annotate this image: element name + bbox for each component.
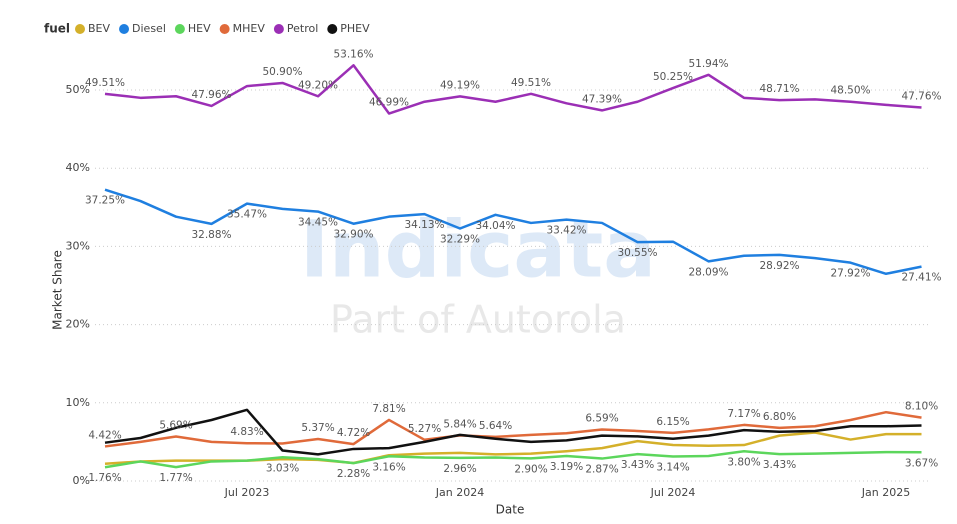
series-line bbox=[104, 450, 922, 469]
data-label: 46.99% bbox=[369, 97, 409, 109]
legend-marker bbox=[75, 24, 85, 34]
watermark-subtitle: Part of Autorola bbox=[330, 298, 626, 342]
data-label: 47.96% bbox=[191, 89, 231, 101]
data-label: 3.03% bbox=[266, 462, 299, 474]
legend-marker bbox=[119, 24, 130, 34]
data-label: 49.19% bbox=[440, 79, 480, 91]
data-label: 35.47% bbox=[227, 209, 267, 221]
data-label: 32.90% bbox=[333, 229, 373, 241]
data-label: 5.69% bbox=[159, 420, 192, 432]
data-label: 47.39% bbox=[582, 93, 622, 105]
data-label: 50.90% bbox=[262, 66, 302, 78]
data-label: 4.42% bbox=[88, 429, 121, 441]
data-label: 6.59% bbox=[585, 412, 618, 424]
data-label: 30.55% bbox=[617, 247, 657, 259]
data-label: 3.43% bbox=[621, 459, 654, 471]
data-label: 47.76% bbox=[901, 91, 941, 103]
x-tick-label: Jul 2023 bbox=[224, 486, 270, 499]
y-tick-label: 0% bbox=[73, 474, 90, 487]
legend-title: fuel bbox=[44, 22, 70, 36]
data-label: 3.80% bbox=[727, 456, 760, 468]
legend-label: Petrol bbox=[287, 22, 318, 35]
data-label: 2.90% bbox=[514, 463, 547, 475]
data-label: 5.84% bbox=[443, 418, 476, 430]
legend-label: HEV bbox=[188, 22, 211, 35]
x-tick-label: Jan 2024 bbox=[435, 486, 484, 499]
legend-marker bbox=[273, 24, 284, 34]
series-line bbox=[104, 408, 922, 456]
data-label: 3.16% bbox=[372, 461, 405, 473]
data-label: 49.51% bbox=[85, 77, 125, 89]
series-line bbox=[104, 410, 922, 448]
x-axis-label: Date bbox=[496, 503, 525, 517]
x-tick-label: Jan 2025 bbox=[861, 486, 910, 499]
data-label: 48.50% bbox=[830, 85, 870, 97]
data-label: 53.16% bbox=[333, 48, 373, 60]
series-line bbox=[104, 188, 922, 276]
data-label: 5.64% bbox=[479, 420, 512, 432]
data-label: 4.72% bbox=[337, 427, 370, 439]
data-label: 34.04% bbox=[475, 220, 515, 232]
legend-label: Diesel bbox=[132, 22, 166, 35]
data-label: 28.09% bbox=[688, 266, 728, 278]
data-label: 2.28% bbox=[337, 468, 370, 480]
data-label: 2.87% bbox=[585, 464, 618, 476]
data-label: 3.67% bbox=[905, 457, 938, 469]
data-label: 33.42% bbox=[546, 225, 586, 237]
data-label: 51.94% bbox=[688, 58, 728, 70]
data-label: 3.43% bbox=[763, 459, 796, 471]
data-label: 34.13% bbox=[404, 219, 444, 231]
data-label: 4.83% bbox=[230, 426, 263, 438]
data-label: 49.51% bbox=[511, 77, 551, 89]
legend-marker bbox=[219, 24, 230, 34]
y-tick-label: 30% bbox=[66, 239, 90, 252]
data-label: 6.80% bbox=[763, 411, 796, 423]
data-label: 5.37% bbox=[301, 422, 334, 434]
data-label: 7.17% bbox=[727, 408, 760, 420]
data-label: 28.92% bbox=[759, 260, 799, 272]
data-label: 5.27% bbox=[408, 423, 441, 435]
data-label: 8.10% bbox=[905, 401, 938, 413]
data-label: 32.29% bbox=[440, 233, 480, 245]
data-label: 3.14% bbox=[656, 461, 689, 473]
data-label: 6.15% bbox=[656, 416, 689, 428]
data-label: 32.88% bbox=[191, 229, 231, 241]
data-label: 48.71% bbox=[759, 83, 799, 95]
legend-label: MHEV bbox=[233, 22, 266, 35]
data-label: 27.41% bbox=[901, 272, 941, 284]
x-tick-label: Jul 2024 bbox=[650, 486, 696, 499]
data-label: 27.92% bbox=[830, 268, 870, 280]
data-label: 7.81% bbox=[372, 403, 405, 415]
series-line bbox=[104, 64, 922, 115]
legend-marker bbox=[327, 24, 338, 34]
legend-label: BEV bbox=[88, 22, 110, 35]
legend-label: PHEV bbox=[340, 22, 370, 35]
data-label: 34.45% bbox=[298, 217, 338, 229]
data-label: 1.76% bbox=[88, 472, 121, 484]
y-tick-label: 50% bbox=[66, 83, 90, 96]
y-axis-label: Market Share bbox=[51, 250, 65, 330]
y-tick-label: 40% bbox=[66, 161, 90, 174]
legend-marker bbox=[174, 24, 185, 34]
y-tick-label: 10% bbox=[66, 396, 90, 409]
data-label: 2.96% bbox=[443, 463, 476, 475]
data-label: 49.20% bbox=[298, 79, 338, 91]
data-label: 50.25% bbox=[653, 71, 693, 83]
data-label: 3.19% bbox=[550, 461, 583, 473]
y-tick-label: 20% bbox=[66, 318, 90, 331]
data-label: 1.77% bbox=[159, 472, 192, 484]
data-label: 37.25% bbox=[85, 195, 125, 207]
